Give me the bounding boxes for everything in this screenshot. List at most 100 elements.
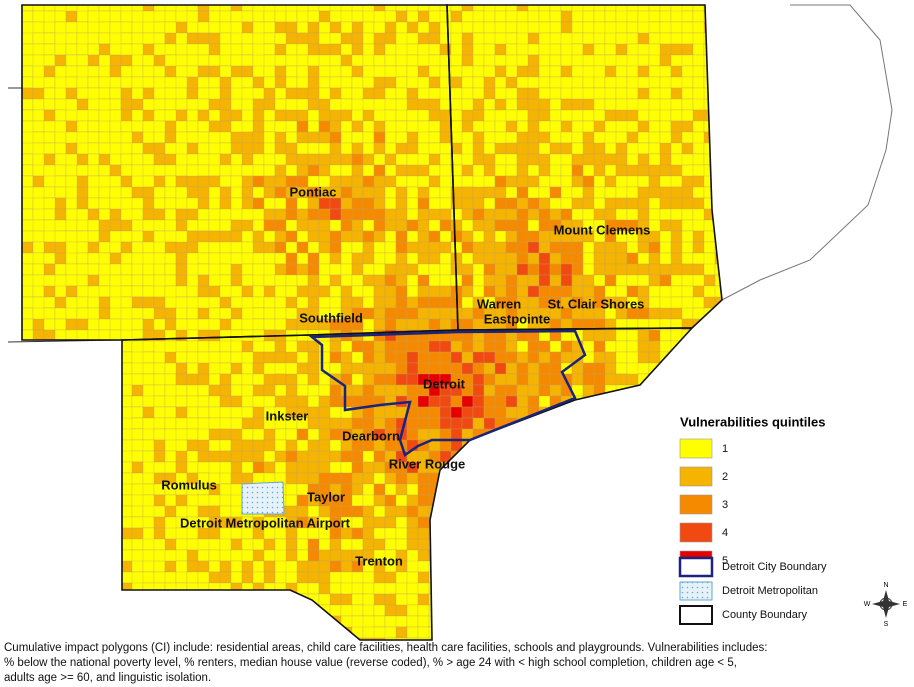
tract (703, 65, 716, 78)
tract (76, 351, 89, 364)
tract (384, 263, 397, 276)
tract (43, 208, 56, 221)
tract (726, 363, 737, 374)
tract (571, 439, 584, 452)
tract (461, 362, 474, 375)
tract (406, 428, 419, 441)
tract (703, 54, 716, 67)
tract (483, 120, 496, 133)
tract (296, 21, 309, 34)
tract (65, 483, 89, 507)
tract (538, 384, 551, 397)
tract (43, 582, 56, 595)
tract (637, 131, 650, 144)
tract (120, 175, 133, 188)
tract (439, 538, 452, 551)
tract (285, 461, 298, 474)
tract (395, 626, 408, 639)
tract (0, 242, 11, 253)
tract (505, 142, 518, 155)
tract (87, 450, 111, 474)
tract (604, 98, 617, 111)
tract (109, 87, 122, 100)
tract (296, 560, 309, 573)
tract (527, 208, 540, 221)
tract (384, 197, 397, 210)
tract (615, 395, 639, 419)
tract (362, 142, 375, 155)
place-label: Pontiac (290, 184, 337, 199)
tract (76, 604, 89, 617)
tract (582, 285, 595, 298)
tract (406, 131, 419, 144)
tract (43, 472, 67, 496)
tract (571, 252, 584, 265)
tract (219, 131, 232, 144)
tract (450, 54, 463, 67)
tract (362, 285, 375, 298)
tract (648, 142, 661, 155)
tract (461, 494, 474, 507)
tract (43, 450, 67, 474)
tract (593, 483, 606, 496)
tract (604, 406, 628, 430)
tract (582, 384, 595, 397)
tract (109, 373, 122, 386)
legend-label: County Boundary (722, 609, 807, 621)
tract (22, 219, 23, 232)
compass-s: S (884, 621, 889, 628)
tract (450, 417, 463, 430)
tract (626, 32, 639, 45)
tract (637, 494, 661, 518)
tract (439, 274, 452, 287)
tract (230, 164, 243, 177)
tract (538, 373, 551, 386)
tract (241, 10, 254, 23)
tract (450, 395, 463, 408)
tract (582, 362, 595, 375)
tract (22, 10, 34, 23)
tract (637, 406, 650, 419)
tract (340, 472, 353, 485)
tract (340, 109, 353, 122)
tract (43, 626, 56, 639)
tract (527, 175, 540, 188)
tract (505, 373, 518, 386)
tract (87, 142, 100, 155)
tract (483, 582, 496, 595)
tract (626, 21, 639, 34)
tract (22, 582, 34, 606)
tract (571, 98, 584, 111)
tract (0, 209, 11, 220)
tract (65, 373, 89, 397)
tract (340, 87, 353, 100)
tract (22, 175, 23, 199)
tract (109, 406, 122, 419)
tract (109, 241, 122, 254)
tract (285, 131, 298, 144)
place-label: Dearborn (342, 428, 400, 443)
tract (252, 274, 265, 287)
tract (538, 175, 551, 188)
tract (175, 373, 188, 386)
tract (582, 197, 595, 210)
tract (582, 428, 595, 441)
tract (98, 197, 111, 210)
tract (538, 549, 551, 562)
tract (263, 296, 276, 309)
tract (241, 439, 254, 452)
tract (164, 10, 177, 23)
tract (252, 10, 265, 23)
tract (483, 538, 496, 551)
tract (560, 450, 573, 463)
tract (22, 395, 34, 408)
tract (516, 120, 529, 133)
tract (439, 428, 452, 441)
tract (142, 428, 155, 441)
tract (219, 615, 232, 628)
tract (329, 219, 342, 232)
tract (241, 285, 254, 298)
tract (241, 274, 254, 287)
legend-label: 3 (722, 499, 728, 511)
tract (263, 32, 276, 45)
